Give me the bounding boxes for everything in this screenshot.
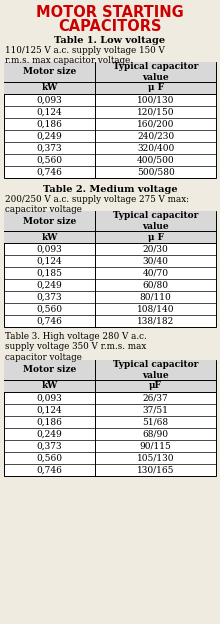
Text: CAPACITORS: CAPACITORS — [58, 19, 162, 34]
Text: 138/182: 138/182 — [137, 316, 174, 326]
Text: Motor size: Motor size — [23, 217, 76, 225]
Text: 120/150: 120/150 — [137, 107, 174, 117]
Text: 320/400: 320/400 — [137, 144, 174, 152]
Text: μF: μF — [149, 381, 162, 391]
Text: 0,093: 0,093 — [37, 245, 62, 253]
Text: 0,093: 0,093 — [37, 394, 62, 402]
Text: μ F: μ F — [148, 84, 164, 92]
Bar — [4, 231, 216, 243]
Bar — [4, 82, 216, 94]
Text: Typical capacitor
value: Typical capacitor value — [113, 62, 198, 82]
Text: 30/40: 30/40 — [143, 256, 169, 265]
Bar — [4, 62, 216, 178]
Text: 0,373: 0,373 — [37, 442, 62, 451]
Text: Typical capacitor
value: Typical capacitor value — [113, 212, 198, 231]
Text: Typical capacitor
value: Typical capacitor value — [113, 360, 198, 379]
Text: 0,249: 0,249 — [37, 281, 62, 290]
Text: 108/140: 108/140 — [137, 305, 174, 313]
Text: 0,124: 0,124 — [37, 406, 62, 414]
Text: 0,249: 0,249 — [37, 429, 62, 439]
Text: 0,560: 0,560 — [37, 305, 62, 313]
Text: 80/110: 80/110 — [140, 293, 171, 301]
Text: 0,373: 0,373 — [37, 293, 62, 301]
Text: kW: kW — [41, 84, 58, 92]
Text: 51/68: 51/68 — [143, 417, 169, 426]
Text: kW: kW — [41, 233, 58, 241]
Text: 0,746: 0,746 — [37, 316, 62, 326]
Text: 0,249: 0,249 — [37, 132, 62, 140]
Bar — [4, 380, 216, 392]
Text: kW: kW — [41, 381, 58, 391]
Text: 0,560: 0,560 — [37, 155, 62, 165]
Bar — [4, 360, 216, 380]
Text: 400/500: 400/500 — [137, 155, 174, 165]
Text: 40/70: 40/70 — [143, 268, 169, 278]
Text: Motor size: Motor size — [23, 366, 76, 374]
Text: 0,746: 0,746 — [37, 167, 62, 177]
Text: MOTOR STARTING: MOTOR STARTING — [36, 5, 184, 20]
Text: Table 3. High voltage 280 V a.c.
supply voltage 350 V r.m.s. max
capacitor volta: Table 3. High voltage 280 V a.c. supply … — [5, 332, 147, 362]
Text: 90/115: 90/115 — [140, 442, 172, 451]
Text: 0,124: 0,124 — [37, 107, 62, 117]
Text: 160/200: 160/200 — [137, 120, 174, 129]
Text: 105/130: 105/130 — [137, 454, 174, 462]
Text: 0,560: 0,560 — [37, 454, 62, 462]
Bar — [4, 360, 216, 476]
Text: 200/250 V a.c. supply voltage 275 V max:
capacitor voltage: 200/250 V a.c. supply voltage 275 V max:… — [5, 195, 189, 215]
Text: 68/90: 68/90 — [143, 429, 169, 439]
Text: 0,373: 0,373 — [37, 144, 62, 152]
Text: 37/51: 37/51 — [143, 406, 169, 414]
Text: Motor size: Motor size — [23, 67, 76, 77]
Text: 500/580: 500/580 — [137, 167, 174, 177]
Text: 0,185: 0,185 — [37, 268, 62, 278]
Text: 20/30: 20/30 — [143, 245, 169, 253]
Text: μ F: μ F — [148, 233, 164, 241]
Text: 0,746: 0,746 — [37, 466, 62, 474]
Text: 60/80: 60/80 — [143, 281, 169, 290]
Bar — [4, 62, 216, 82]
Text: Table 1. Low voltage: Table 1. Low voltage — [54, 36, 166, 45]
Text: 0,186: 0,186 — [37, 120, 62, 129]
Text: 110/125 V a.c. supply voltage 150 V
r.m.s. max capacitor voltage.: 110/125 V a.c. supply voltage 150 V r.m.… — [5, 46, 165, 66]
Text: 100/130: 100/130 — [137, 95, 174, 104]
Text: 0,124: 0,124 — [37, 256, 62, 265]
Text: 0,093: 0,093 — [37, 95, 62, 104]
Text: 0,186: 0,186 — [37, 417, 62, 426]
Text: 26/37: 26/37 — [143, 394, 169, 402]
Bar — [4, 211, 216, 327]
Text: 130/165: 130/165 — [137, 466, 174, 474]
Text: 240/230: 240/230 — [137, 132, 174, 140]
Bar — [4, 211, 216, 231]
Text: Table 2. Medium voltage: Table 2. Medium voltage — [43, 185, 177, 194]
